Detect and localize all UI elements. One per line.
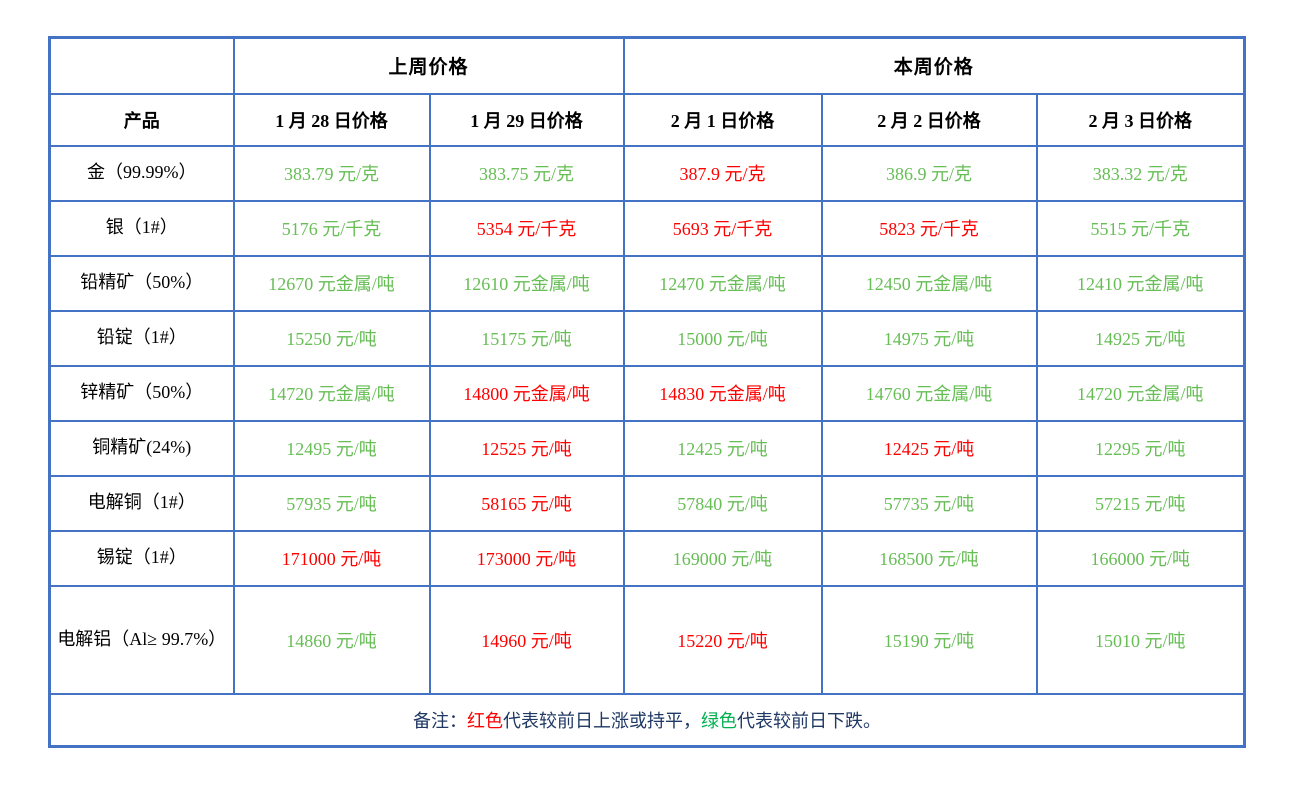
price-cell: 15175 元/吨 xyxy=(428,309,625,367)
column-header-row: 产品 1 月 28 日价格 1 月 29 日价格 2 月 1 日价格 2 月 2 日价格… xyxy=(48,92,1246,147)
price-cell: 14720 元金属/吨 xyxy=(1035,364,1246,422)
price-cell: 171000 元/吨 xyxy=(232,529,431,587)
price-cell: 12295 元/吨 xyxy=(1035,419,1246,477)
price-cell: 12525 元/吨 xyxy=(428,419,625,477)
product-cell: 锌精矿（50%） xyxy=(48,364,235,422)
price-cell: 5693 元/千克 xyxy=(622,199,823,257)
price-cell: 14860 元/吨 xyxy=(232,584,431,695)
product-cell: 铅精矿（50%） xyxy=(48,254,235,312)
table-row: 电解铝（Al≥ 99.7%） 14860 元/吨 14960 元/吨 15220 元/… xyxy=(48,584,1246,695)
product-cell: 铅锭（1#） xyxy=(48,309,235,367)
price-cell: 5176 元/千克 xyxy=(232,199,431,257)
metal-price-table: 上周价格 本周价格 产品 1 月 28 日价格 1 月 29 日价格 2 月 1 日价… xyxy=(48,36,1247,748)
note-row: 备注：红色代表较前日上涨或持平，绿色代表较前日下跌。 xyxy=(48,692,1246,748)
price-cell: 383.79 元/克 xyxy=(232,144,431,202)
table-row: 金（99.99%） 383.79 元/克 383.75 元/克 387.9 元/克 38… xyxy=(48,144,1246,202)
price-cell: 57735 元/吨 xyxy=(820,474,1038,532)
table-row: 银（1#） 5176 元/千克 5354 元/千克 5693 元/千克 5823 元/千… xyxy=(48,199,1246,257)
product-cell: 锡锭（1#） xyxy=(48,529,235,587)
product-cell: 金（99.99%） xyxy=(48,144,235,202)
price-cell: 12470 元金属/吨 xyxy=(622,254,823,312)
date-column-header: 1 月 29 日价格 xyxy=(428,92,625,147)
table-row: 铅锭（1#） 15250 元/吨 15175 元/吨 15000 元/吨 14975 元… xyxy=(48,309,1246,367)
price-cell: 12410 元金属/吨 xyxy=(1035,254,1246,312)
table-row: 锌精矿（50%） 14720 元金属/吨 14800 元金属/吨 14830 元金属/… xyxy=(48,364,1246,422)
last-week-header: 上周价格 xyxy=(232,36,625,95)
price-cell: 166000 元/吨 xyxy=(1035,529,1246,587)
price-cell: 57840 元/吨 xyxy=(622,474,823,532)
product-cell: 电解铝（Al≥ 99.7%） xyxy=(48,584,235,695)
this-week-header: 本周价格 xyxy=(622,36,1246,95)
price-cell: 14720 元金属/吨 xyxy=(232,364,431,422)
table-row: 锡锭（1#） 171000 元/吨 173000 元/吨 169000 元/吨 1685… xyxy=(48,529,1246,587)
price-cell: 14800 元金属/吨 xyxy=(428,364,625,422)
price-cell: 15000 元/吨 xyxy=(622,309,823,367)
price-cell: 14760 元金属/吨 xyxy=(820,364,1038,422)
product-cell: 铜精矿(24%) xyxy=(48,419,235,477)
table-row: 铜精矿(24%) 12495 元/吨 12525 元/吨 12425 元/吨 12425… xyxy=(48,419,1246,477)
price-cell: 12670 元金属/吨 xyxy=(232,254,431,312)
price-cell: 5823 元/千克 xyxy=(820,199,1038,257)
date-column-header: 1 月 28 日价格 xyxy=(232,92,431,147)
price-cell: 12425 元/吨 xyxy=(622,419,823,477)
price-cell: 168500 元/吨 xyxy=(820,529,1038,587)
price-cell: 15220 元/吨 xyxy=(622,584,823,695)
table-row: 铅精矿（50%） 12670 元金属/吨 12610 元金属/吨 12470 元金属/… xyxy=(48,254,1246,312)
price-cell: 12425 元/吨 xyxy=(820,419,1038,477)
note-green-label: 绿色 xyxy=(701,710,738,731)
price-cell: 14960 元/吨 xyxy=(428,584,625,695)
product-cell: 电解铜（1#） xyxy=(48,474,235,532)
price-cell: 57215 元/吨 xyxy=(1035,474,1246,532)
price-cell: 12495 元/吨 xyxy=(232,419,431,477)
price-cell: 58165 元/吨 xyxy=(428,474,625,532)
price-cell: 387.9 元/克 xyxy=(622,144,823,202)
date-column-header: 2 月 1 日价格 xyxy=(622,92,823,147)
note-green-desc: 代表较前日下跌。 xyxy=(737,710,882,731)
price-cell: 5354 元/千克 xyxy=(428,199,625,257)
product-column-header: 产品 xyxy=(48,92,235,147)
price-cell: 386.9 元/克 xyxy=(820,144,1038,202)
table-row: 电解铜（1#） 57935 元/吨 58165 元/吨 57840 元/吨 57735 … xyxy=(48,474,1246,532)
note-cell: 备注：红色代表较前日上涨或持平，绿色代表较前日下跌。 xyxy=(48,692,1246,748)
price-cell: 169000 元/吨 xyxy=(622,529,823,587)
price-cell: 12450 元金属/吨 xyxy=(820,254,1038,312)
price-cell: 5515 元/千克 xyxy=(1035,199,1246,257)
price-cell: 383.75 元/克 xyxy=(428,144,625,202)
price-cell: 15190 元/吨 xyxy=(820,584,1038,695)
price-cell: 15010 元/吨 xyxy=(1035,584,1246,695)
product-cell: 银（1#） xyxy=(48,199,235,257)
note-prefix: 备注： xyxy=(413,710,468,731)
note-red-label: 红色 xyxy=(467,710,504,731)
header-group-row: 上周价格 本周价格 xyxy=(48,36,1246,95)
price-cell: 15250 元/吨 xyxy=(232,309,431,367)
price-cell: 173000 元/吨 xyxy=(428,529,625,587)
price-cell: 14830 元金属/吨 xyxy=(622,364,823,422)
price-cell: 14975 元/吨 xyxy=(820,309,1038,367)
price-cell: 57935 元/吨 xyxy=(232,474,431,532)
price-cell: 12610 元金属/吨 xyxy=(428,254,625,312)
price-cell: 383.32 元/克 xyxy=(1035,144,1246,202)
date-column-header: 2 月 2 日价格 xyxy=(820,92,1038,147)
note-red-desc: 代表较前日上涨或持平， xyxy=(503,710,702,731)
price-cell: 14925 元/吨 xyxy=(1035,309,1246,367)
corner-blank-cell xyxy=(48,36,235,95)
date-column-header: 2 月 3 日价格 xyxy=(1035,92,1246,147)
